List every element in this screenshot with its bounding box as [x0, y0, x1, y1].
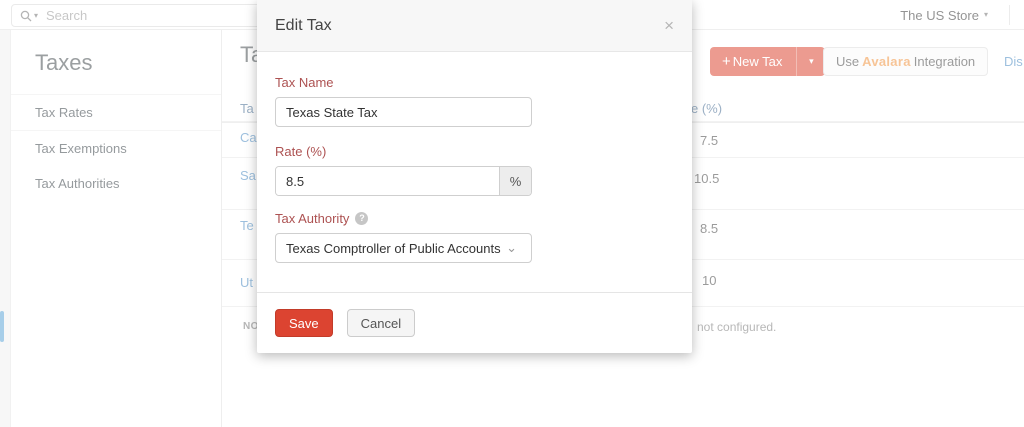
avalara-logo: Avalara — [862, 54, 911, 69]
tax-authority-select[interactable]: Texas Comptroller of Public Accounts ⌄ — [275, 233, 532, 263]
tax-authority-selected-value: Texas Comptroller of Public Accounts — [286, 240, 501, 256]
close-icon[interactable]: × — [664, 16, 674, 35]
tax-name-input[interactable] — [275, 97, 532, 127]
rate-label: Rate (%) — [275, 144, 327, 159]
chevron-down-icon: ▾ — [983, 10, 988, 19]
scrollbar-thumb[interactable] — [0, 311, 4, 342]
help-icon[interactable]: ? — [355, 212, 369, 225]
sidebar-item-tax-authorities[interactable]: Tax Authorities — [35, 176, 120, 191]
tax-row-link[interactable]: Sa — [240, 168, 256, 183]
disable-link[interactable]: Dis — [1004, 54, 1023, 69]
tax-row-rate: 7.5 — [700, 133, 719, 148]
rate-input-group: % — [275, 166, 532, 196]
edit-tax-modal: Edit Tax × Tax Name Rate (%) % Tax Autho… — [257, 0, 692, 353]
use-avalara-integration-button[interactable]: Use Avalara Integration — [823, 47, 989, 76]
sidebar-item-tax-rates[interactable]: Tax Rates — [11, 95, 221, 131]
column-header-tax-name[interactable]: Ta — [240, 101, 254, 116]
sidebar-divider — [11, 94, 221, 95]
tax-row-rate: 10.5 — [694, 171, 720, 186]
settings-sidebar: Taxes Tax Rates Tax Exemptions Tax Autho… — [10, 30, 222, 427]
modal-title: Edit Tax — [275, 16, 332, 34]
search-input[interactable]: ▾ Search — [11, 4, 301, 27]
tax-row-link[interactable]: Ut — [240, 275, 253, 290]
tax-row-link[interactable]: Te — [240, 218, 254, 233]
tax-authority-label: Tax Authority ? — [275, 212, 674, 225]
search-scope-caret-icon[interactable]: ▾ — [34, 10, 39, 20]
search-icon — [20, 10, 32, 21]
tax-authority-label-text: Tax Authority — [275, 211, 350, 226]
note-text: not configured. — [697, 320, 777, 334]
topbar-divider — [1009, 5, 1010, 25]
chevron-down-icon: ▾ — [809, 56, 814, 66]
percent-addon: % — [499, 167, 531, 195]
avalara-button-suffix: Integration — [913, 54, 976, 69]
new-tax-button-label: New Tax — [732, 54, 783, 69]
avalara-button-prefix: Use — [836, 54, 860, 69]
save-button[interactable]: Save — [275, 309, 333, 337]
sidebar-item-tax-exemptions[interactable]: Tax Exemptions — [35, 141, 127, 156]
modal-header: Edit Tax × — [257, 0, 692, 52]
column-header-rate[interactable]: e (%) — [691, 101, 723, 116]
cancel-button[interactable]: Cancel — [346, 309, 416, 337]
store-selector[interactable]: The US Store ▾ — [900, 0, 988, 30]
chevron-down-icon: ⌄ — [506, 240, 517, 255]
new-tax-button-main[interactable]: + New Tax — [710, 47, 798, 76]
left-gutter — [0, 30, 10, 427]
tax-row-rate: 10 — [702, 273, 717, 288]
sidebar-title: Taxes — [35, 50, 93, 75]
new-tax-button[interactable]: + New Tax ▾ — [710, 47, 826, 76]
tax-row-rate: 8.5 — [700, 221, 719, 236]
search-placeholder: Search — [46, 8, 88, 23]
modal-body: Tax Name Rate (%) % Tax Authority ? Texa… — [257, 52, 692, 263]
tax-row-link[interactable]: Ca — [240, 130, 257, 145]
store-selector-label: The US Store — [900, 7, 979, 23]
modal-footer: Save Cancel — [257, 292, 692, 353]
tax-name-label: Tax Name — [275, 75, 334, 90]
rate-input[interactable] — [276, 167, 499, 195]
plus-icon: + — [722, 53, 731, 70]
new-tax-dropdown-caret[interactable]: ▾ — [797, 47, 825, 76]
note-label: NOT — [243, 321, 266, 332]
